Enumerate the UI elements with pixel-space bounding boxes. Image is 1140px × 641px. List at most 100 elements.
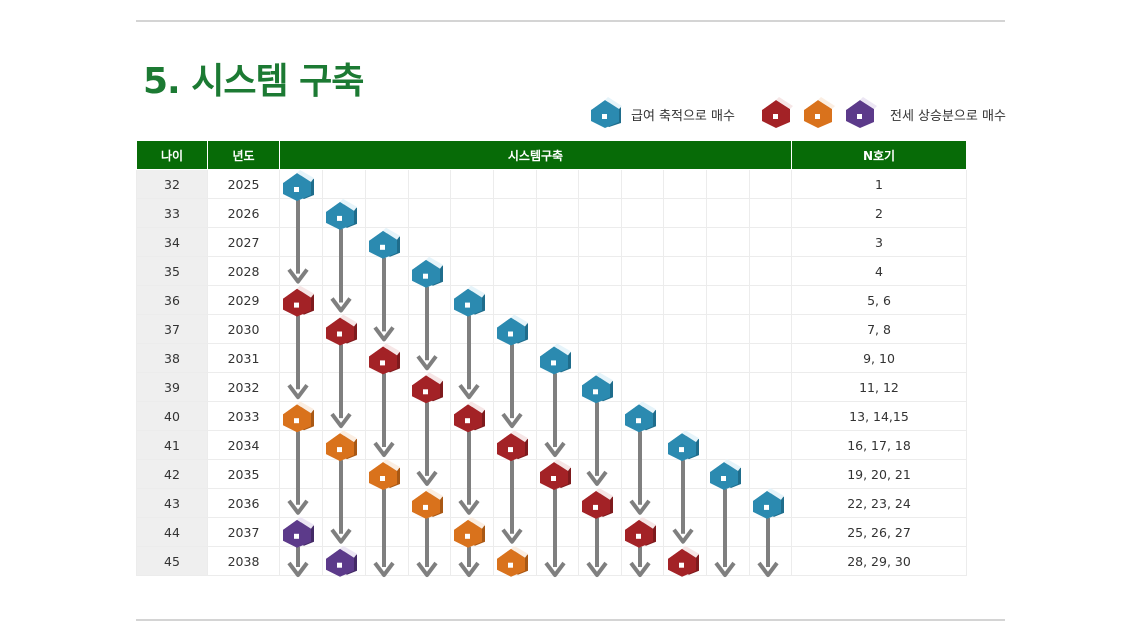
- system-cell: [408, 198, 451, 228]
- year-cell: 2030: [207, 314, 280, 344]
- system-cell: [663, 169, 707, 199]
- system-cell: [493, 343, 537, 373]
- age-cell: 40: [136, 401, 208, 431]
- system-cell: [578, 401, 622, 431]
- system-cell: [450, 343, 494, 373]
- system-cell: [749, 285, 792, 315]
- system-cell: [365, 459, 409, 489]
- system-cell: [408, 459, 451, 489]
- system-cell: [279, 372, 323, 402]
- year-cell: 2025: [207, 169, 280, 199]
- n-count-cell: 2: [791, 198, 967, 228]
- year-cell: 2027: [207, 227, 280, 257]
- system-cell: [621, 314, 664, 344]
- system-cell: [578, 256, 622, 286]
- age-cell: 45: [136, 546, 208, 576]
- year-cell: 2037: [207, 517, 280, 547]
- top-divider: [136, 20, 1005, 22]
- system-cell: [450, 256, 494, 286]
- system-cell: [749, 459, 792, 489]
- system-cell: [450, 169, 494, 199]
- system-cell: [663, 488, 707, 518]
- page-title: 5. 시스템 구축: [143, 61, 364, 102]
- system-cell: [279, 227, 323, 257]
- system-cell: [578, 546, 622, 576]
- system-cell: [279, 314, 323, 344]
- system-cell: [322, 314, 366, 344]
- year-cell: 2029: [207, 285, 280, 315]
- table-row: 32 2025 1: [136, 169, 967, 199]
- system-cell: [493, 517, 537, 547]
- year-cell: 2028: [207, 256, 280, 286]
- system-cell: [621, 372, 664, 402]
- system-cell: [663, 517, 707, 547]
- system-cell: [663, 459, 707, 489]
- table-row: 44 2037 25, 26, 27: [136, 517, 967, 547]
- system-cell: [408, 227, 451, 257]
- n-count-cell: 25, 26, 27: [791, 517, 967, 547]
- system-cell: [279, 401, 323, 431]
- age-cell: 38: [136, 343, 208, 373]
- age-cell: 43: [136, 488, 208, 518]
- system-cell: [365, 430, 409, 460]
- table-row: 34 2027 3: [136, 227, 967, 257]
- age-cell: 35: [136, 256, 208, 286]
- system-cell: [365, 227, 409, 257]
- system-cell: [706, 256, 750, 286]
- year-cell: 2026: [207, 198, 280, 228]
- system-cell: [578, 517, 622, 547]
- system-cell: [578, 488, 622, 518]
- system-cell: [365, 343, 409, 373]
- table-row: 40 2033 13, 14,15: [136, 401, 967, 431]
- system-cell: [536, 546, 579, 576]
- n-count-cell: 13, 14,15: [791, 401, 967, 431]
- house-icon: [804, 97, 835, 128]
- n-count-cell: 9, 10: [791, 343, 967, 373]
- system-cell: [279, 488, 323, 518]
- system-cell: [663, 343, 707, 373]
- table-row: 37 2030 7, 8: [136, 314, 967, 344]
- system-cell: [322, 401, 366, 431]
- system-cell: [450, 546, 494, 576]
- system-cell: [578, 314, 622, 344]
- system-cell: [536, 256, 579, 286]
- table-header-row: 나이 년도 시스템구축 N호기: [136, 140, 967, 170]
- system-cell: [621, 430, 664, 460]
- house-icon: [591, 97, 622, 128]
- system-cell: [450, 401, 494, 431]
- header-n: N호기: [791, 140, 967, 170]
- system-cell: [408, 488, 451, 518]
- system-cell: [621, 285, 664, 315]
- age-cell: 34: [136, 227, 208, 257]
- system-cell: [663, 227, 707, 257]
- system-cell: [365, 517, 409, 547]
- n-count-cell: 5, 6: [791, 285, 967, 315]
- system-cell: [706, 459, 750, 489]
- system-cell: [621, 546, 664, 576]
- system-cell: [536, 169, 579, 199]
- system-cell: [322, 169, 366, 199]
- table-row: 45 2038 28, 29, 30: [136, 546, 967, 576]
- system-cell: [706, 169, 750, 199]
- system-cell: [621, 256, 664, 286]
- legend-equity-label: 전세 상승분으로 매수: [890, 109, 1006, 124]
- table-body: 32 2025 1 33 2026 2 34 2027 3 35 2028 4 36 2029 5, 6 37…: [136, 169, 967, 576]
- system-cell: [536, 488, 579, 518]
- system-cell: [749, 169, 792, 199]
- table-row: 43 2036 22, 23, 24: [136, 488, 967, 518]
- system-cell: [365, 256, 409, 286]
- system-cell: [279, 285, 323, 315]
- system-cell: [322, 198, 366, 228]
- system-cell: [621, 401, 664, 431]
- system-cell: [493, 546, 537, 576]
- house-icon: [762, 97, 793, 128]
- system-cell: [279, 343, 323, 373]
- system-cell: [749, 314, 792, 344]
- system-cell: [450, 459, 494, 489]
- system-cell: [621, 459, 664, 489]
- system-cell: [706, 285, 750, 315]
- system-cell: [450, 227, 494, 257]
- system-cell: [408, 372, 451, 402]
- system-cell: [450, 198, 494, 228]
- age-cell: 44: [136, 517, 208, 547]
